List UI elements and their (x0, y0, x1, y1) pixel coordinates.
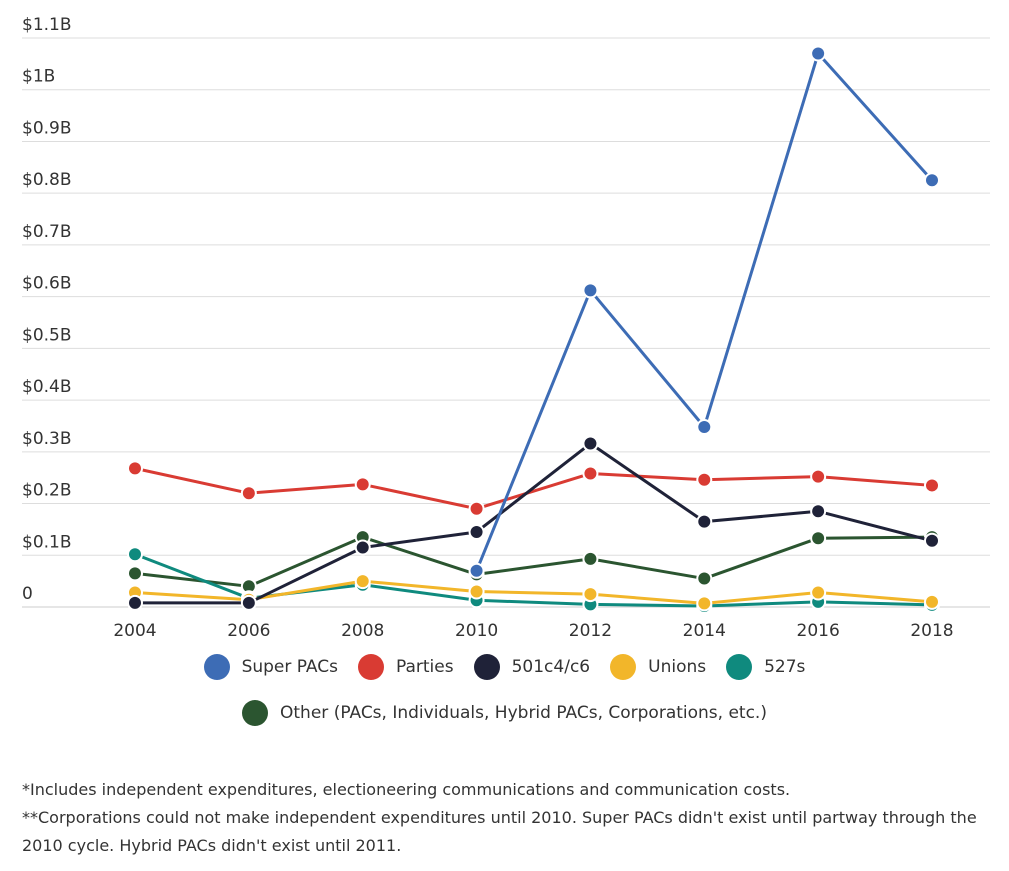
data-point[interactable] (810, 584, 827, 601)
y-axis-ticks: 0 $0.1B $0.2B $0.3B $0.4B $0.5B $0.6B $0.7B $0.8… (22, 15, 72, 604)
data-point[interactable] (354, 573, 371, 590)
y-tick-label: $0.4B (22, 377, 72, 397)
series-lines (127, 45, 940, 614)
data-point[interactable] (240, 485, 257, 502)
legend-swatch-parties (358, 654, 384, 680)
data-point[interactable] (468, 500, 485, 517)
gridlines (22, 37, 990, 608)
data-point[interactable] (582, 465, 599, 482)
legend-label-other: Other (PACs, Individuals, Hybrid PACs, C… (280, 703, 767, 723)
legend-label-parties: Parties (396, 657, 454, 677)
data-point[interactable] (810, 503, 827, 520)
footnotes: *Includes independent expenditures, elec… (22, 776, 992, 860)
y-tick-label: $1.1B (22, 15, 72, 35)
data-point[interactable] (582, 586, 599, 603)
series-line (134, 535, 933, 588)
data-point[interactable] (924, 593, 940, 610)
y-tick-label: $0.2B (22, 481, 72, 501)
legend-swatch-527s (726, 654, 753, 680)
data-point[interactable] (127, 565, 143, 582)
data-point[interactable] (696, 570, 713, 587)
legend-item-parties[interactable]: Parties (358, 654, 454, 680)
x-tick-label: 2006 (227, 621, 270, 640)
y-tick-label: $0.6B (22, 274, 72, 294)
legend-label-super-pacs: Super PACs (241, 657, 338, 677)
data-point[interactable] (924, 477, 940, 494)
data-point[interactable] (354, 476, 371, 493)
legend-row-1: Super PACs Parties 501c4/c6 Unions 527s (0, 648, 1009, 686)
y-tick-label: $0.8B (22, 170, 72, 190)
data-point[interactable] (696, 595, 713, 612)
series-line (134, 579, 933, 605)
legend-swatch-super-pacs (203, 654, 230, 680)
y-tick-label: $0.3B (22, 429, 72, 449)
x-tick-label: 2016 (797, 621, 840, 640)
x-tick-label: 2010 (455, 621, 498, 640)
data-point[interactable] (240, 594, 257, 611)
data-point[interactable] (810, 530, 827, 547)
series-line (475, 52, 934, 572)
footnote-1: *Includes independent expenditures, elec… (22, 780, 791, 799)
series-unions (127, 573, 940, 612)
y-tick-label: $0.9B (22, 118, 72, 138)
data-point[interactable] (127, 546, 143, 563)
data-point[interactable] (696, 513, 713, 530)
y-tick-label: $0.7B (22, 222, 72, 242)
legend-item-527s[interactable]: 527s (726, 654, 805, 680)
legend-row-2: Other (PACs, Individuals, Hybrid PACs, C… (0, 694, 1009, 732)
x-tick-label: 2014 (683, 621, 726, 640)
series-501c4-c6 (127, 435, 940, 611)
y-tick-label: 0 (22, 584, 33, 604)
y-tick-label: $0.5B (22, 325, 72, 345)
series-line (134, 466, 933, 511)
legend-item-super-pacs[interactable]: Super PACs (203, 654, 338, 680)
data-point[interactable] (582, 435, 599, 452)
series-parties (127, 460, 940, 517)
legend-label-unions: Unions (648, 657, 707, 677)
legend-swatch-other (242, 700, 269, 726)
data-point[interactable] (696, 471, 713, 488)
x-tick-label: 2008 (341, 621, 384, 640)
line-chart: 0 $0.1B $0.2B $0.3B $0.4B $0.5B $0.6B $0.7B $0.8… (22, 15, 990, 640)
data-point[interactable] (924, 172, 940, 189)
series-other-pacs-individuals-hybrid-pacs-corporations-etc (127, 529, 940, 595)
legend-label-501c4-c6: 501c4/c6 (511, 657, 591, 677)
data-point[interactable] (696, 418, 713, 435)
data-point[interactable] (924, 532, 940, 549)
data-point[interactable] (354, 539, 371, 556)
legend-item-unions[interactable]: Unions (610, 654, 706, 680)
data-point[interactable] (582, 550, 599, 567)
data-point[interactable] (810, 468, 827, 485)
data-point[interactable] (582, 282, 599, 299)
legend-swatch-unions (610, 654, 637, 680)
x-tick-label: 2004 (113, 621, 156, 640)
legend-swatch-501c4-c6 (473, 654, 500, 680)
x-axis-ticks: 2004 2006 2008 2010 2012 2014 2016 2018 (113, 621, 953, 640)
data-point[interactable] (468, 583, 485, 600)
y-tick-label: $0.1B (22, 532, 72, 552)
legend-item-501c4-c6[interactable]: 501c4/c6 (473, 654, 591, 680)
legend: Super PACs Parties 501c4/c6 Unions 527s … (0, 648, 1009, 732)
data-point[interactable] (810, 45, 827, 62)
legend-item-other[interactable]: Other (PACs, Individuals, Hybrid PACs, C… (242, 700, 767, 726)
data-point[interactable] (127, 594, 143, 611)
series-super-pacs (468, 45, 940, 579)
data-point[interactable] (468, 562, 485, 579)
data-point[interactable] (127, 460, 143, 477)
series-line (135, 442, 933, 605)
x-tick-label: 2018 (910, 621, 953, 640)
legend-label-527s: 527s (764, 657, 806, 677)
x-tick-label: 2012 (569, 621, 612, 640)
footnote-2: **Corporations could not make independen… (22, 808, 977, 855)
data-point[interactable] (468, 523, 485, 540)
y-tick-label: $1B (22, 67, 55, 87)
